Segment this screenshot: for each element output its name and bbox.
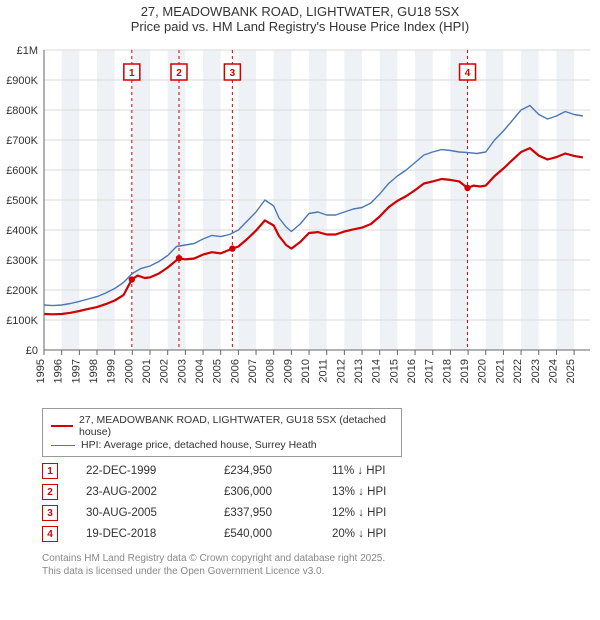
svg-text:2009: 2009 <box>282 359 294 383</box>
legend-row: 27, MEADOWBANK ROAD, LIGHTWATER, GU18 5S… <box>51 414 393 438</box>
marker-number-box: 2 <box>42 484 58 500</box>
svg-text:2019: 2019 <box>459 359 471 383</box>
svg-text:2002: 2002 <box>159 359 171 383</box>
marker-number-box: 4 <box>42 526 58 542</box>
marker-number-box: 3 <box>42 505 58 521</box>
legend: 27, MEADOWBANK ROAD, LIGHTWATER, GU18 5S… <box>42 408 402 457</box>
marker-diff: 13% ↓ HPI <box>332 486 422 498</box>
svg-text:2003: 2003 <box>176 359 188 383</box>
svg-text:£200K: £200K <box>6 285 38 297</box>
chart-title-block: 27, MEADOWBANK ROAD, LIGHTWATER, GU18 5S… <box>0 0 600 40</box>
legend-label: HPI: Average price, detached house, Surr… <box>81 439 317 451</box>
svg-text:2008: 2008 <box>265 359 277 383</box>
svg-text:2015: 2015 <box>388 359 400 383</box>
svg-text:£600K: £600K <box>6 165 38 177</box>
footer-attribution: Contains HM Land Registry data © Crown c… <box>42 552 600 578</box>
marker-date: 30-AUG-2005 <box>86 507 196 519</box>
svg-text:1997: 1997 <box>70 359 82 383</box>
svg-text:2018: 2018 <box>441 359 453 383</box>
marker-date: 19-DEC-2018 <box>86 528 196 540</box>
marker-date: 23-AUG-2002 <box>86 486 196 498</box>
marker-price: £306,000 <box>224 486 304 498</box>
svg-text:2: 2 <box>176 68 182 79</box>
svg-text:2000: 2000 <box>123 359 135 383</box>
legend-swatch <box>51 425 73 427</box>
svg-text:1999: 1999 <box>106 359 118 383</box>
svg-text:4: 4 <box>465 68 471 79</box>
marker-row: 4 19-DEC-2018 £540,000 20% ↓ HPI <box>42 526 600 542</box>
svg-text:3: 3 <box>230 68 236 79</box>
svg-text:2005: 2005 <box>212 359 224 383</box>
svg-text:2017: 2017 <box>424 359 436 383</box>
legend-row: HPI: Average price, detached house, Surr… <box>51 439 393 451</box>
marker-price: £540,000 <box>224 528 304 540</box>
svg-text:2023: 2023 <box>530 359 542 383</box>
svg-text:2021: 2021 <box>494 359 506 383</box>
legend-swatch <box>51 445 75 446</box>
svg-text:£900K: £900K <box>6 75 38 87</box>
svg-text:£0: £0 <box>26 345 38 357</box>
svg-text:2011: 2011 <box>318 359 330 383</box>
marker-row: 1 22-DEC-1999 £234,950 11% ↓ HPI <box>42 463 600 479</box>
marker-price: £337,950 <box>224 507 304 519</box>
title-line-2: Price paid vs. HM Land Registry's House … <box>10 19 590 34</box>
legend-label: 27, MEADOWBANK ROAD, LIGHTWATER, GU18 5S… <box>79 414 393 438</box>
svg-text:2013: 2013 <box>353 359 365 383</box>
chart-svg: £0 £100K £200K £300K £400K £500K £600K £700K £80… <box>0 40 600 400</box>
marker-diff: 12% ↓ HPI <box>332 507 422 519</box>
svg-text:1996: 1996 <box>53 359 65 383</box>
svg-text:2004: 2004 <box>194 359 206 383</box>
svg-text:2025: 2025 <box>565 359 577 383</box>
svg-text:2024: 2024 <box>547 359 559 383</box>
footer-line-1: Contains HM Land Registry data © Crown c… <box>42 552 600 565</box>
title-line-1: 27, MEADOWBANK ROAD, LIGHTWATER, GU18 5S… <box>10 4 590 19</box>
svg-text:£500K: £500K <box>6 195 38 207</box>
svg-text:2012: 2012 <box>335 359 347 383</box>
svg-text:£800K: £800K <box>6 105 38 117</box>
svg-text:£400K: £400K <box>6 225 38 237</box>
marker-date: 22-DEC-1999 <box>86 465 196 477</box>
svg-text:2001: 2001 <box>141 359 153 383</box>
svg-text:1: 1 <box>129 68 135 79</box>
svg-text:2022: 2022 <box>512 359 524 383</box>
marker-number-box: 1 <box>42 463 58 479</box>
marker-row: 3 30-AUG-2005 £337,950 12% ↓ HPI <box>42 505 600 521</box>
footer-line-2: This data is licensed under the Open Gov… <box>42 565 600 578</box>
chart-area: £0 £100K £200K £300K £400K £500K £600K £700K £80… <box>0 40 600 400</box>
svg-text:2010: 2010 <box>300 359 312 383</box>
marker-row: 2 23-AUG-2002 £306,000 13% ↓ HPI <box>42 484 600 500</box>
svg-text:£1M: £1M <box>17 45 38 57</box>
svg-text:£300K: £300K <box>6 255 38 267</box>
svg-text:£700K: £700K <box>6 135 38 147</box>
svg-text:2006: 2006 <box>229 359 241 383</box>
marker-diff: 11% ↓ HPI <box>332 465 422 477</box>
svg-text:1998: 1998 <box>88 359 100 383</box>
marker-diff: 20% ↓ HPI <box>332 528 422 540</box>
svg-text:£100K: £100K <box>6 315 38 327</box>
marker-price: £234,950 <box>224 465 304 477</box>
svg-text:2007: 2007 <box>247 359 259 383</box>
svg-text:2014: 2014 <box>371 359 383 383</box>
markers-table: 1 22-DEC-1999 £234,950 11% ↓ HPI 2 23-AUG-200… <box>42 463 600 542</box>
svg-text:2020: 2020 <box>477 359 489 383</box>
svg-text:2016: 2016 <box>406 359 418 383</box>
svg-text:1995: 1995 <box>35 359 47 383</box>
